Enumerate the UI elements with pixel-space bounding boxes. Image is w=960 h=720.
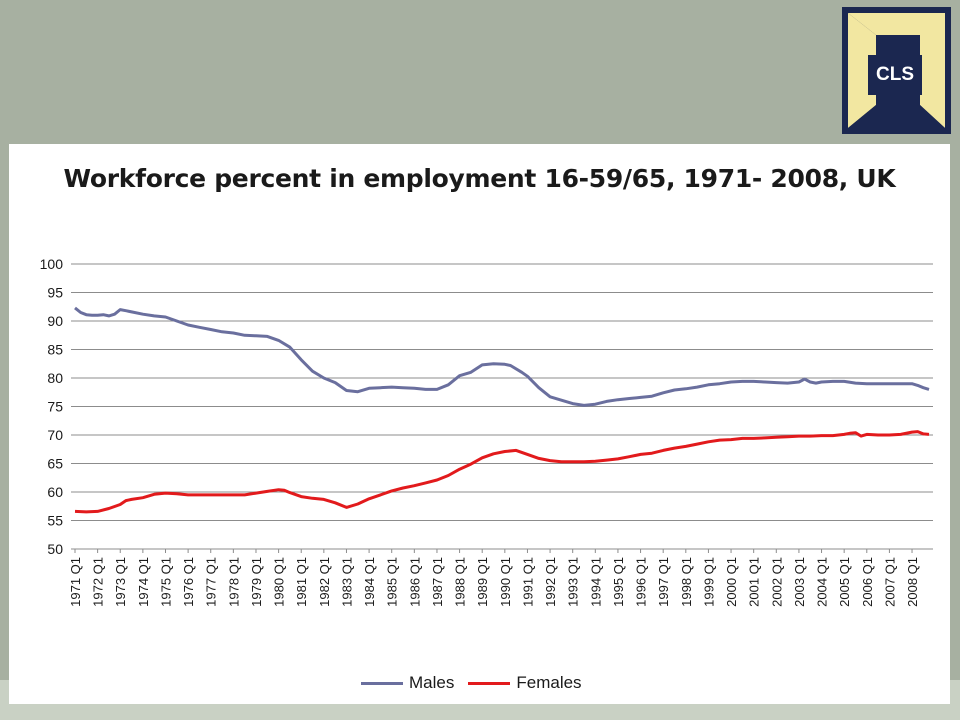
y-tick-label: 50 [47,541,63,557]
x-tick-label: 1980 Q1 [272,557,287,607]
x-tick-label: 1973 Q1 [113,557,128,607]
y-tick-label: 80 [47,370,63,386]
x-tick-label: 2004 Q1 [815,557,830,607]
x-tick-label: 1997 Q1 [656,557,671,607]
x-tick-label: 1989 Q1 [475,557,490,607]
x-tick-label: 1999 Q1 [701,557,716,607]
x-tick-label: 1983 Q1 [339,557,354,607]
chart-panel: 50 55 60 65 70 75 80 85 90 95 100 1971 Q1 1972 Q1 19… [9,144,950,704]
x-axis-ticks: 1971 Q1 1972 Q1 1973 Q1 1974 Q1 1975 Q1 1976 … [68,549,920,607]
x-tick-label: 1994 Q1 [588,557,603,607]
x-tick-label: 1971 Q1 [68,557,83,607]
x-tick-label: 1984 Q1 [362,557,377,607]
y-tick-label: 100 [40,256,64,272]
x-tick-label: 2005 Q1 [837,557,852,607]
series-line-females [74,430,930,514]
x-tick-label: 1977 Q1 [204,557,219,607]
x-tick-label: 1986 Q1 [407,557,422,607]
x-tick-label: 2008 Q1 [905,557,920,607]
legend-swatch-females [468,681,511,685]
legend-label-females: Females [516,673,582,692]
x-tick-label: 1981 Q1 [294,557,309,607]
x-tick-label: 2000 Q1 [724,557,739,607]
x-tick-label: 1987 Q1 [430,557,445,607]
y-tick-label: 95 [47,285,63,301]
legend-swatch-males [361,681,403,685]
x-tick-label: 2003 Q1 [792,557,807,607]
x-tick-label: 1975 Q1 [158,557,173,607]
y-tick-label: 85 [47,342,63,358]
x-tick-label: 1993 Q1 [566,557,581,607]
y-tick-label: 65 [47,456,63,472]
chart-title: Workforce percent in employment 16-59/65… [63,164,896,193]
series-lines [74,306,930,514]
x-tick-label: 1974 Q1 [136,557,151,607]
y-tick-label: 55 [47,513,63,529]
y-tick-label: 60 [47,484,63,500]
legend-label-males: Males [409,673,455,692]
x-tick-label: 1990 Q1 [498,557,513,607]
x-tick-label: 1991 Q1 [520,557,535,607]
gridlines [71,263,933,550]
legend-item-males: Males [361,673,454,693]
x-tick-label: 2002 Q1 [769,557,784,607]
x-tick-label: 1976 Q1 [181,557,196,607]
x-tick-label: 1996 Q1 [634,557,649,607]
legend: Males Females [361,672,582,694]
x-tick-label: 2001 Q1 [747,557,762,607]
y-axis-ticks: 50 55 60 65 70 75 80 85 90 95 100 [40,256,64,557]
x-tick-label: 1992 Q1 [543,557,558,607]
y-tick-label: 75 [47,399,63,415]
legend-item-females: Females [468,673,582,693]
cls-logo: CLS [842,7,951,134]
x-tick-label: 2006 Q1 [860,557,875,607]
x-tick-label: 1972 Q1 [91,557,106,607]
cls-logo-graphic [848,13,945,128]
x-tick-label: 1988 Q1 [453,557,468,607]
x-tick-label: 2007 Q1 [882,557,897,607]
logo-text: CLS [876,64,914,85]
series-line-males [74,306,930,407]
y-tick-label: 70 [47,427,63,443]
x-tick-label: 1982 Q1 [317,557,332,607]
x-tick-label: 1979 Q1 [249,557,264,607]
x-tick-label: 1998 Q1 [679,557,694,607]
x-tick-label: 1995 Q1 [611,557,626,607]
x-tick-label: 1985 Q1 [385,557,400,607]
x-tick-label: 1978 Q1 [226,557,241,607]
y-tick-label: 90 [47,313,63,329]
